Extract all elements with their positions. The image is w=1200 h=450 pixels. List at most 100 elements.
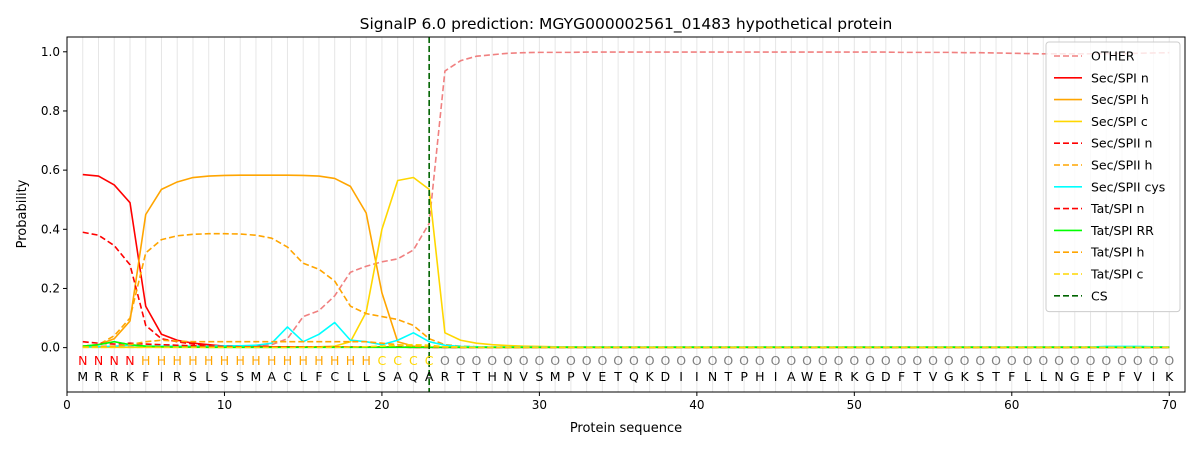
legend-label: CS: [1091, 288, 1108, 303]
region-label: H: [251, 353, 260, 368]
region-label: O: [991, 353, 1001, 368]
region-label: O: [692, 353, 702, 368]
region-label: O: [818, 353, 828, 368]
residue-label: K: [960, 369, 969, 384]
y-tick-label: 0.2: [41, 281, 60, 295]
x-tick-label: 40: [689, 398, 704, 412]
residue-label: V: [929, 369, 938, 384]
region-label: C: [378, 353, 387, 368]
residue-label: F: [315, 369, 322, 384]
residue-label: K: [646, 369, 655, 384]
region-label: O: [645, 353, 655, 368]
residue-label: H: [487, 369, 496, 384]
region-label: N: [78, 353, 87, 368]
region-label: H: [330, 353, 339, 368]
residue-label: C: [330, 369, 339, 384]
legend-label: Sec/SPII h: [1091, 158, 1152, 173]
residue-label: T: [724, 369, 733, 384]
x-tick-label: 30: [532, 398, 547, 412]
region-label: O: [1038, 353, 1048, 368]
residue-label: N: [503, 369, 512, 384]
region-label: O: [550, 353, 560, 368]
residue-label: T: [472, 369, 481, 384]
region-label: O: [849, 353, 859, 368]
region-label: N: [125, 353, 134, 368]
region-label: O: [582, 353, 592, 368]
residue-label: I: [679, 369, 683, 384]
residue-label: A: [787, 369, 796, 384]
legend-label: Sec/SPII n: [1091, 136, 1152, 151]
residue-label: D: [661, 369, 671, 384]
region-label: O: [660, 353, 670, 368]
region-label: O: [786, 353, 796, 368]
region-label: O: [566, 353, 576, 368]
residue-label: L: [347, 369, 354, 384]
x-tick-label: 0: [63, 398, 71, 412]
region-label: O: [1117, 353, 1127, 368]
residue-label: I: [774, 369, 778, 384]
legend-label: Tat/SPI n: [1090, 201, 1144, 216]
residue-label: K: [126, 369, 135, 384]
residue-label: N: [708, 369, 717, 384]
region-label: O: [771, 353, 781, 368]
region-label: O: [944, 353, 954, 368]
residue-label: E: [819, 369, 827, 384]
residue-label: R: [441, 369, 450, 384]
series-line-1: [82, 173, 1170, 349]
region-label: H: [188, 353, 197, 368]
series-line-0: [82, 51, 1170, 347]
region-label: O: [597, 353, 607, 368]
region-label: O: [629, 353, 639, 368]
axis-layer: 0 10 20 30 40 50 60 70 0.0 0.2 0.4 0.6 0.8 1.0: [41, 45, 1177, 412]
region-label: O: [676, 353, 686, 368]
residue-label: G: [865, 369, 875, 384]
region-label: O: [802, 353, 812, 368]
residue-label: I: [695, 369, 699, 384]
region-label: H: [346, 353, 355, 368]
residue-label: L: [1024, 369, 1031, 384]
residue-label: S: [535, 369, 543, 384]
residue-label: T: [456, 369, 465, 384]
series-line-3: [82, 176, 1170, 349]
x-tick-label: 50: [847, 398, 862, 412]
x-axis-label: Protein sequence: [570, 421, 682, 436]
residue-label: L: [1040, 369, 1047, 384]
region-label: O: [503, 353, 513, 368]
plot-frame: [66, 36, 1186, 393]
region-label: O: [739, 353, 749, 368]
region-label: O: [865, 353, 875, 368]
region-label: O: [1007, 353, 1017, 368]
legend-label: Tat/SPI h: [1090, 245, 1144, 260]
legend: OTHER Sec/SPI n Sec/SPI h Sec/SPI c Sec/SPII…: [1045, 41, 1181, 313]
residue-label: R: [94, 369, 103, 384]
region-label: O: [471, 353, 481, 368]
region-label: C: [393, 353, 402, 368]
region-label: O: [755, 353, 765, 368]
residue-label: M: [77, 369, 88, 384]
region-label: O: [834, 353, 844, 368]
region-label: H: [236, 353, 245, 368]
residue-label: T: [613, 369, 622, 384]
chart-title: SignalP 6.0 prediction: MGYG000002561_01…: [360, 15, 893, 34]
residue-label: R: [110, 369, 119, 384]
x-tick-label: 20: [374, 398, 389, 412]
residue-label: G: [1070, 369, 1080, 384]
region-label: O: [1023, 353, 1033, 368]
region-label: C: [409, 353, 418, 368]
residue-label: M: [251, 369, 262, 384]
region-label: H: [220, 353, 229, 368]
series-line-4: [82, 231, 1170, 349]
region-label: O: [487, 353, 497, 368]
residue-label: F: [1118, 369, 1125, 384]
region-label: O: [1070, 353, 1080, 368]
grid-layer: [82, 37, 1170, 392]
x-tick-label: 10: [217, 398, 232, 412]
residue-label: F: [1008, 369, 1015, 384]
series-line-10: [82, 343, 1170, 349]
region-label: O: [1149, 353, 1159, 368]
region-label: O: [440, 353, 450, 368]
region-label: O: [960, 353, 970, 368]
region-label: O: [613, 353, 623, 368]
region-label: O: [912, 353, 922, 368]
